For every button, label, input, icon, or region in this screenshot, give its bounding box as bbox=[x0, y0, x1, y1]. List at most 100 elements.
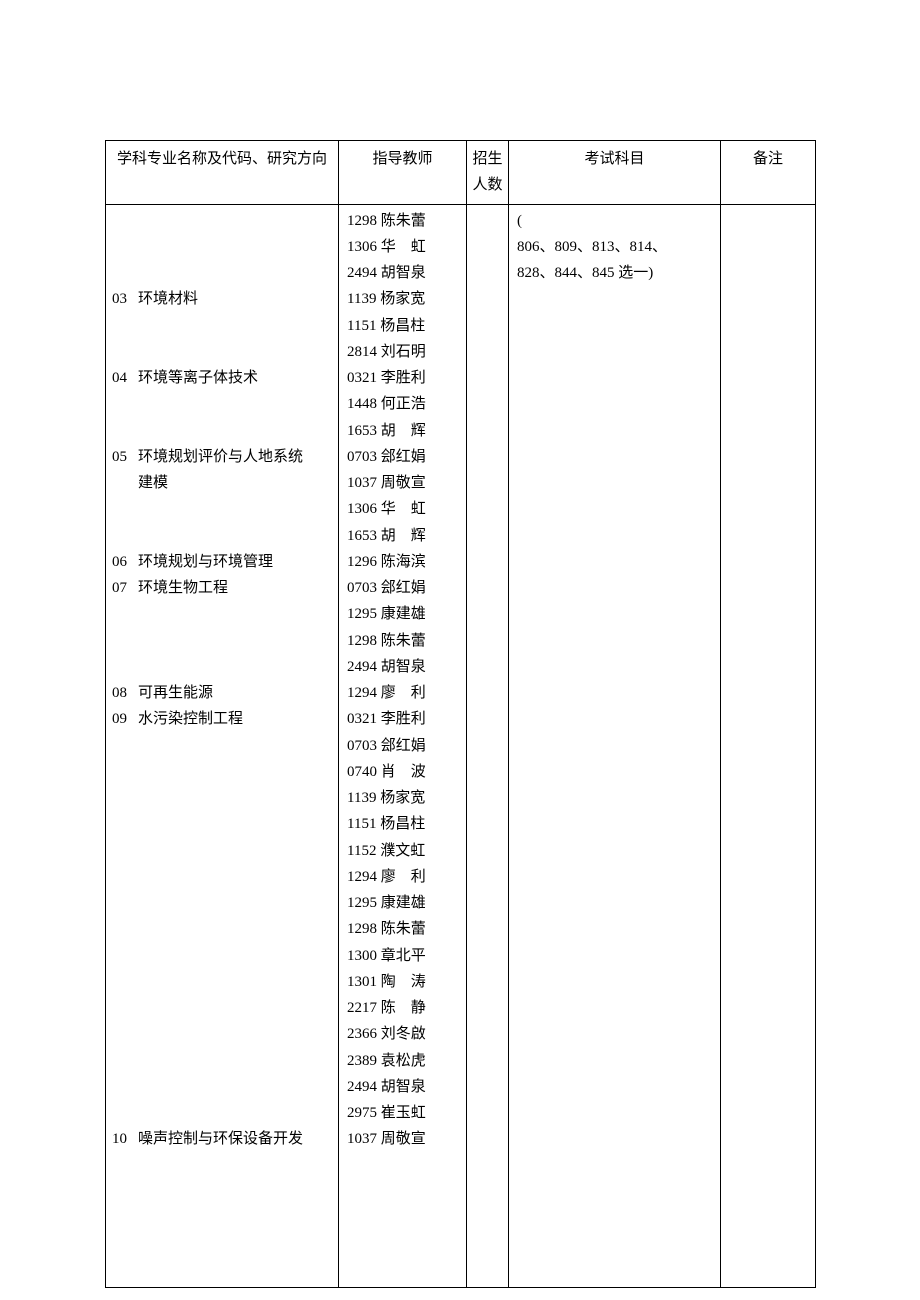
advisor-code: 0703 bbox=[347, 738, 381, 754]
subject-row: 建模 bbox=[112, 470, 330, 496]
subject-row: 03环境材料 bbox=[112, 286, 330, 312]
advisor-name: 陈朱蕾 bbox=[381, 921, 426, 937]
advisor-code: 0321 bbox=[347, 370, 381, 386]
advisor-row: 1037 周敬宣 bbox=[347, 470, 462, 496]
advisor-name: 周敬宣 bbox=[381, 1131, 426, 1147]
header-exam: 考试科目 bbox=[509, 141, 721, 205]
subject-row bbox=[112, 759, 330, 785]
advisor-code: 1139 bbox=[347, 291, 380, 307]
advisor-name: 濮文虹 bbox=[380, 843, 425, 859]
subject-number bbox=[112, 838, 138, 864]
advisor-code: 1037 bbox=[347, 1131, 381, 1147]
advisor-code: 2389 bbox=[347, 1053, 381, 1069]
subject-number bbox=[112, 1258, 138, 1284]
subject-number bbox=[112, 1179, 138, 1205]
subject-name bbox=[138, 969, 330, 995]
advisor-code: 1294 bbox=[347, 869, 381, 885]
advisor-name: 杨家宽 bbox=[380, 291, 425, 307]
advisor-name: 周敬宣 bbox=[381, 475, 426, 491]
advisor-code: 1152 bbox=[347, 843, 380, 859]
subject-number bbox=[112, 523, 138, 549]
subject-name bbox=[138, 1100, 330, 1126]
advisor-row: 1294 廖 利 bbox=[347, 864, 462, 890]
advisor-code: 0703 bbox=[347, 580, 381, 596]
advisor-name: 华 虹 bbox=[381, 501, 426, 517]
advisor-name: 杨家宽 bbox=[380, 790, 425, 806]
subject-name bbox=[138, 234, 330, 260]
advisor-row: 1295 康建雄 bbox=[347, 601, 462, 627]
subject-number bbox=[112, 811, 138, 837]
advisor-row: 1306 华 虹 bbox=[347, 496, 462, 522]
subject-name: 环境生物工程 bbox=[138, 575, 330, 601]
subject-number bbox=[112, 1153, 138, 1179]
advisor-name: 胡 辉 bbox=[381, 423, 426, 439]
count-cell bbox=[467, 204, 509, 1287]
advisor-name: 胡智泉 bbox=[381, 265, 426, 281]
advisor-code: 1151 bbox=[347, 816, 380, 832]
subject-row bbox=[112, 234, 330, 260]
note-cell bbox=[721, 204, 816, 1287]
subject-row bbox=[112, 628, 330, 654]
subject-row bbox=[112, 601, 330, 627]
advisor-row: 1300 章北平 bbox=[347, 943, 462, 969]
subject-row bbox=[112, 811, 330, 837]
advisor-name: 胡 辉 bbox=[381, 528, 426, 544]
advisor-code: 1298 bbox=[347, 213, 381, 229]
subject-number bbox=[112, 208, 138, 234]
subject-row bbox=[112, 785, 330, 811]
subject-name: 环境等离子体技术 bbox=[138, 365, 330, 391]
subject-name bbox=[138, 1021, 330, 1047]
advisor-code: 2217 bbox=[347, 1000, 381, 1016]
advisor-name: 华 虹 bbox=[381, 239, 426, 255]
subject-name bbox=[138, 943, 330, 969]
advisor-code: 1296 bbox=[347, 554, 381, 570]
subject-number bbox=[112, 1231, 138, 1257]
header-note: 备注 bbox=[721, 141, 816, 205]
advisor-code: 1301 bbox=[347, 974, 381, 990]
subject-number bbox=[112, 890, 138, 916]
subject-number bbox=[112, 1048, 138, 1074]
advisor-code: 0740 bbox=[347, 764, 381, 780]
subject-name bbox=[138, 391, 330, 417]
advisor-name: 章北平 bbox=[381, 948, 426, 964]
advisor-name: 杨昌柱 bbox=[380, 816, 425, 832]
advisor-name: 陈 静 bbox=[381, 1000, 426, 1016]
table-body-row: 03环境材料 04环境等离子体技术 05环境规划评价与人地系统 建模 06环境规… bbox=[106, 204, 816, 1287]
header-note-text: 备注 bbox=[753, 151, 783, 167]
subject-name bbox=[138, 208, 330, 234]
advisor-code: 1306 bbox=[347, 501, 381, 517]
subject-name bbox=[138, 628, 330, 654]
subject-name bbox=[138, 313, 330, 339]
subject-number bbox=[112, 601, 138, 627]
subject-name bbox=[138, 1231, 330, 1257]
advisor-row: 1037 周敬宣 bbox=[347, 1126, 462, 1152]
advisor-row: 2494 胡智泉 bbox=[347, 260, 462, 286]
subject-name bbox=[138, 260, 330, 286]
advisor-row: 1298 陈朱蕾 bbox=[347, 916, 462, 942]
subject-row bbox=[112, 391, 330, 417]
advisor-code: 1151 bbox=[347, 318, 380, 334]
advisor-name: 陈朱蕾 bbox=[381, 213, 426, 229]
header-subject-text: 学科专业名称及代码、研究方向 bbox=[117, 151, 327, 167]
advisor-code: 1448 bbox=[347, 396, 381, 412]
subject-row: 09水污染控制工程 bbox=[112, 706, 330, 732]
advisor-code: 1300 bbox=[347, 948, 381, 964]
advisor-name: 胡智泉 bbox=[381, 659, 426, 675]
exam-cell: ( 806、809、813、814、 828、844、845 选一) bbox=[509, 204, 721, 1287]
advisor-name: 陈海滨 bbox=[381, 554, 426, 570]
subject-number bbox=[112, 496, 138, 522]
subject-number: 06 bbox=[112, 549, 138, 575]
subject-row bbox=[112, 943, 330, 969]
header-count-line2: 人数 bbox=[472, 177, 502, 193]
advisor-code: 1653 bbox=[347, 528, 381, 544]
advisor-name: 肖 波 bbox=[381, 764, 426, 780]
subject-number bbox=[112, 391, 138, 417]
advisor-row: 1294 廖 利 bbox=[347, 680, 462, 706]
subject-name bbox=[138, 916, 330, 942]
subject-row bbox=[112, 523, 330, 549]
subject-row bbox=[112, 260, 330, 286]
advisor-name: 崔玉虹 bbox=[381, 1105, 426, 1121]
advisor-code: 2494 bbox=[347, 659, 381, 675]
subject-name bbox=[138, 654, 330, 680]
subject-row bbox=[112, 1231, 330, 1257]
